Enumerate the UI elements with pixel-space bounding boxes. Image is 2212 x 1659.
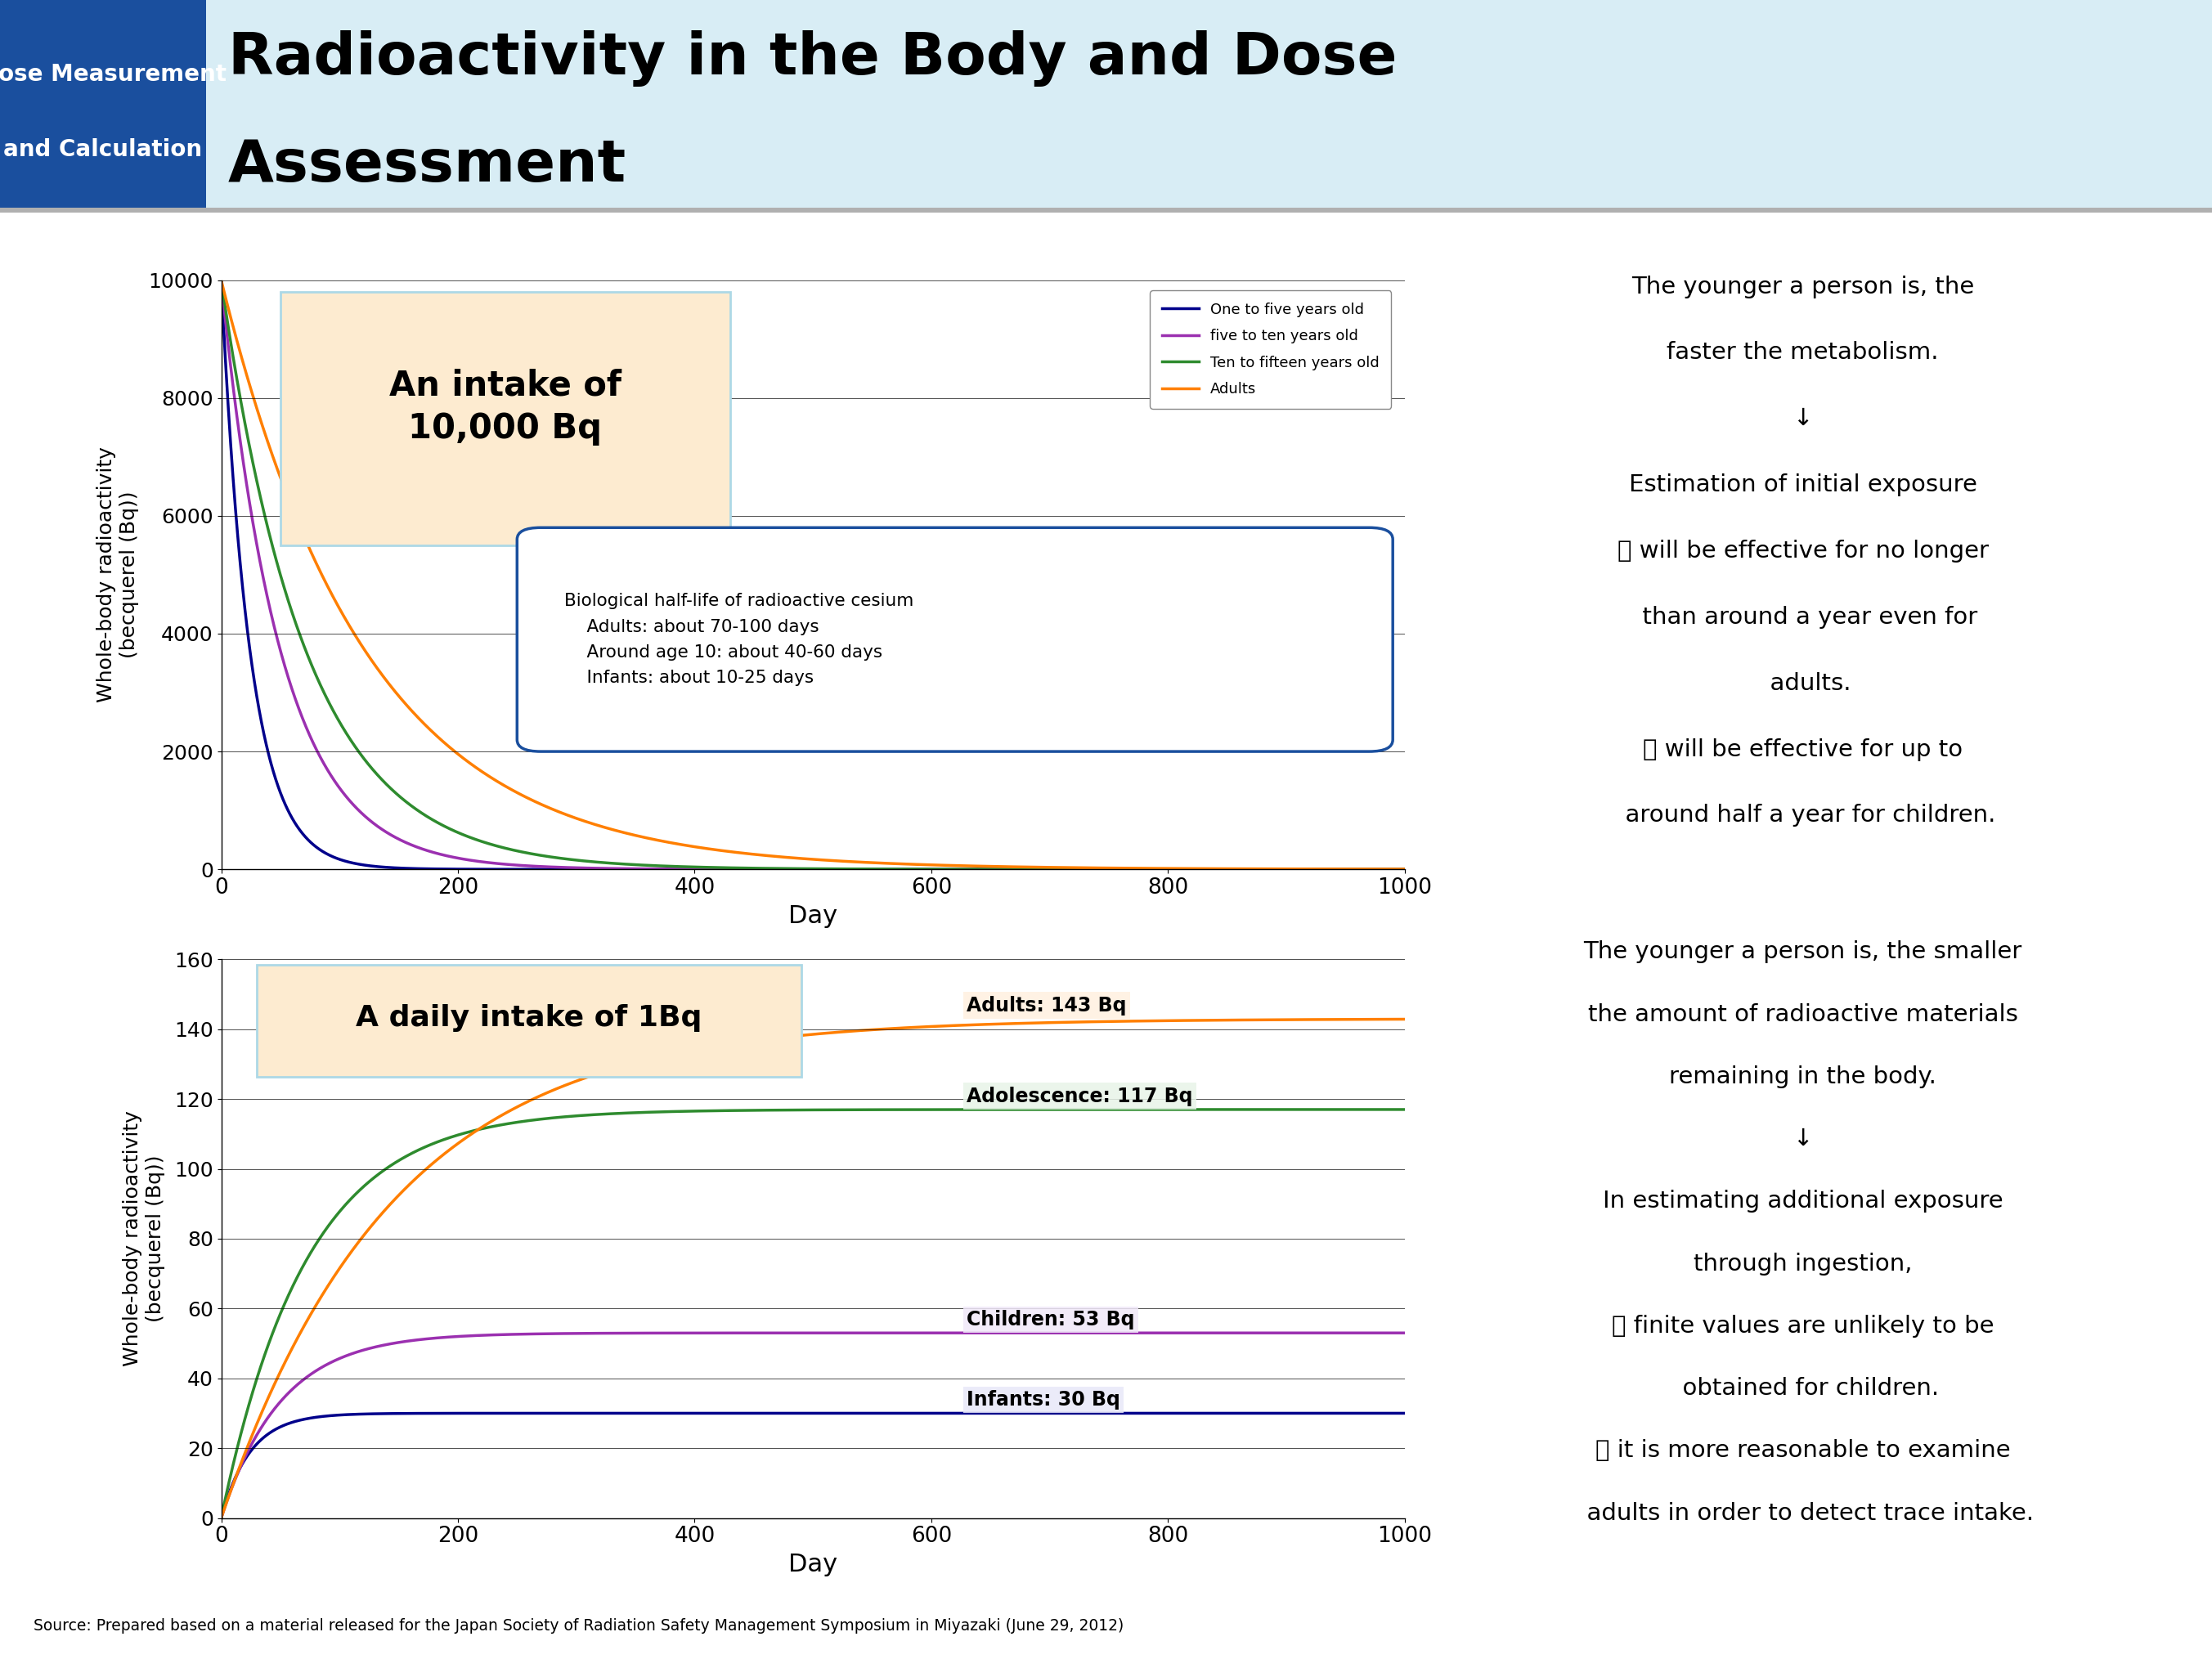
Text: remaining in the body.: remaining in the body. [1670, 1065, 1936, 1088]
Text: ・ finite values are unlikely to be: ・ finite values are unlikely to be [1613, 1314, 1993, 1337]
Text: ↓: ↓ [1792, 1128, 1814, 1150]
Y-axis label: Whole-body radioactivity
(becquerel (Bq)): Whole-body radioactivity (becquerel (Bq)… [97, 446, 139, 703]
Text: Children: 53 Bq: Children: 53 Bq [967, 1311, 1135, 1329]
Text: Estimation of initial exposure: Estimation of initial exposure [1628, 473, 1978, 496]
Text: Source: Prepared based on a material released for the Japan Society of Radiation: Source: Prepared based on a material rel… [33, 1618, 1124, 1634]
Text: ・ will be effective for no longer: ・ will be effective for no longer [1617, 539, 1989, 562]
Text: Biological half-life of radioactive cesium
    Adults: about 70-100 days
    Aro: Biological half-life of radioactive cesi… [564, 594, 914, 685]
Text: ↓: ↓ [1792, 408, 1814, 430]
Text: Adolescence: 117 Bq: Adolescence: 117 Bq [967, 1087, 1192, 1107]
Text: around half a year for children.: around half a year for children. [1610, 805, 1995, 826]
X-axis label: Day: Day [787, 904, 838, 927]
Text: than around a year even for: than around a year even for [1628, 606, 1978, 629]
Text: adults.: adults. [1754, 672, 1851, 695]
Text: Assessment: Assessment [228, 138, 626, 194]
Text: A daily intake of 1Bq: A daily intake of 1Bq [356, 1004, 701, 1032]
FancyBboxPatch shape [281, 292, 730, 546]
FancyBboxPatch shape [257, 966, 801, 1077]
Text: Infants: 30 Bq: Infants: 30 Bq [967, 1390, 1121, 1410]
Text: adults in order to detect trace intake.: adults in order to detect trace intake. [1573, 1501, 2033, 1525]
Text: Radioactivity in the Body and Dose: Radioactivity in the Body and Dose [228, 30, 1396, 86]
Text: and Calculation: and Calculation [4, 138, 201, 161]
FancyBboxPatch shape [0, 0, 2212, 207]
Legend: One to five years old, five to ten years old, Ten to fifteen years old, Adults: One to five years old, five to ten years… [1150, 290, 1391, 408]
Text: Dose Measurement: Dose Measurement [0, 63, 226, 86]
FancyBboxPatch shape [0, 0, 206, 207]
Text: The younger a person is, the smaller: The younger a person is, the smaller [1584, 941, 2022, 964]
Text: through ingestion,: through ingestion, [1694, 1253, 1911, 1276]
Text: In estimating additional exposure: In estimating additional exposure [1601, 1190, 2004, 1213]
Text: the amount of radioactive materials: the amount of radioactive materials [1588, 1004, 2017, 1025]
Text: faster the metabolism.: faster the metabolism. [1668, 342, 1938, 365]
Text: obtained for children.: obtained for children. [1668, 1377, 1938, 1400]
Y-axis label: Whole-body radioactivity
(becquerel (Bq)): Whole-body radioactivity (becquerel (Bq)… [122, 1112, 166, 1367]
Text: ・ will be effective for up to: ・ will be effective for up to [1644, 738, 1962, 761]
Text: Adults: 143 Bq: Adults: 143 Bq [967, 995, 1126, 1015]
FancyBboxPatch shape [518, 528, 1394, 752]
Text: ・ it is more reasonable to examine: ・ it is more reasonable to examine [1595, 1440, 2011, 1462]
Text: The younger a person is, the: The younger a person is, the [1632, 275, 1973, 299]
X-axis label: Day: Day [787, 1553, 838, 1576]
Text: An intake of
10,000 Bq: An intake of 10,000 Bq [389, 368, 622, 445]
FancyBboxPatch shape [0, 207, 2212, 212]
